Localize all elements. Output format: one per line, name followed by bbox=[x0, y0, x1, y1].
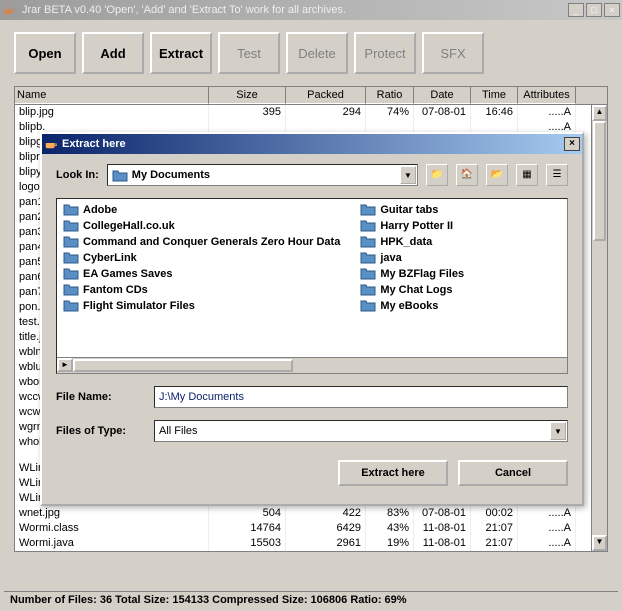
lookin-label: Look In: bbox=[56, 169, 99, 181]
chevron-down-icon[interactable]: ▼ bbox=[400, 166, 416, 184]
folder-item[interactable]: CyberLink bbox=[63, 251, 340, 264]
delete-button[interactable]: Delete bbox=[286, 32, 348, 74]
list-view-button[interactable]: ▦ bbox=[516, 164, 538, 186]
close-button[interactable]: × bbox=[604, 3, 620, 17]
folder-item[interactable]: Harry Potter II bbox=[360, 219, 464, 232]
folder-item[interactable]: CollegeHall.co.uk bbox=[63, 219, 340, 232]
sfx-button[interactable]: SFX bbox=[422, 32, 484, 74]
chevron-down-icon[interactable]: ▼ bbox=[550, 422, 566, 440]
java-icon bbox=[2, 2, 18, 18]
lookin-value: My Documents bbox=[132, 169, 210, 181]
col-name[interactable]: Name bbox=[15, 87, 209, 104]
open-button[interactable]: Open bbox=[14, 32, 76, 74]
filetype-combo[interactable]: All Files ▼ bbox=[154, 420, 568, 442]
folder-item[interactable]: My BZFlag Files bbox=[360, 267, 464, 280]
col-ratio[interactable]: Ratio bbox=[366, 87, 414, 104]
folder-item[interactable]: Adobe bbox=[63, 203, 340, 216]
lookin-combo[interactable]: My Documents ▼ bbox=[107, 164, 418, 186]
add-button[interactable]: Add bbox=[82, 32, 144, 74]
java-icon bbox=[44, 136, 58, 153]
extract-here-button[interactable]: Extract here bbox=[338, 460, 448, 486]
cancel-button[interactable]: Cancel bbox=[458, 460, 568, 486]
folder-item[interactable]: Guitar tabs bbox=[360, 203, 464, 216]
table-row[interactable]: Wormi.class14764642943%11-08-0121:07....… bbox=[15, 521, 591, 536]
maximize-button[interactable]: □ bbox=[586, 3, 602, 17]
col-date[interactable]: Date bbox=[414, 87, 471, 104]
minimize-button[interactable]: _ bbox=[568, 3, 584, 17]
folder-item[interactable]: My eBooks bbox=[360, 299, 464, 312]
main-titlebar: Jrar BETA v0.40 'Open', 'Add' and 'Extra… bbox=[0, 0, 622, 20]
table-row[interactable]: Wormi.java15503296119%11-08-0121:07.....… bbox=[15, 536, 591, 551]
horizontal-scrollbar[interactable]: ◄ ► bbox=[57, 357, 567, 373]
scroll-right-icon[interactable]: ► bbox=[57, 358, 73, 372]
scroll-down-icon[interactable]: ▼ bbox=[592, 535, 607, 551]
table-header: Name Size Packed Ratio Date Time Attribu… bbox=[15, 87, 607, 105]
status-bar: Number of Files: 36 Total Size: 154133 C… bbox=[4, 591, 618, 609]
vertical-scrollbar[interactable]: ▲ ▼ bbox=[591, 105, 607, 551]
col-attr[interactable]: Attributes bbox=[518, 87, 576, 104]
table-row[interactable]: wnet.jpg50442283%07-08-0100:02.....A bbox=[15, 506, 591, 521]
col-size[interactable]: Size bbox=[209, 87, 286, 104]
folder-item[interactable]: EA Games Saves bbox=[63, 267, 340, 280]
col-time[interactable]: Time bbox=[471, 87, 518, 104]
table-row[interactable]: blip.jpg39529474%07-08-0116:46.....A bbox=[15, 105, 607, 120]
folder-item[interactable]: Fantom CDs bbox=[63, 283, 340, 296]
new-folder-button[interactable]: 📂 bbox=[486, 164, 508, 186]
protect-button[interactable]: Protect bbox=[354, 32, 416, 74]
folder-icon bbox=[112, 169, 128, 182]
filename-label: File Name: bbox=[56, 391, 146, 403]
filetype-label: Files of Type: bbox=[56, 425, 146, 437]
filename-input[interactable] bbox=[154, 386, 568, 408]
extract-button[interactable]: Extract bbox=[150, 32, 212, 74]
filetype-value: All Files bbox=[159, 425, 198, 437]
file-browser[interactable]: Adobe CollegeHall.co.uk Command and Conque… bbox=[56, 198, 568, 374]
folder-item[interactable]: My Chat Logs bbox=[360, 283, 464, 296]
folder-item[interactable]: Flight Simulator Files bbox=[63, 299, 340, 312]
window-title: Jrar BETA v0.40 'Open', 'Add' and 'Extra… bbox=[22, 4, 568, 16]
toolbar: Open Add Extract Test Delete Protect SFX bbox=[0, 20, 622, 86]
test-button[interactable]: Test bbox=[218, 32, 280, 74]
dialog-close-button[interactable]: × bbox=[564, 137, 580, 151]
folder-item[interactable]: HPK_data bbox=[360, 235, 464, 248]
dialog-titlebar: Extract here × bbox=[42, 134, 582, 154]
up-folder-button[interactable]: 📁 bbox=[426, 164, 448, 186]
extract-dialog: Extract here × Look In: My Documents ▼ 📁… bbox=[40, 132, 584, 506]
home-button[interactable]: 🏠 bbox=[456, 164, 478, 186]
h-scroll-thumb[interactable] bbox=[73, 359, 293, 372]
scroll-thumb[interactable] bbox=[593, 121, 606, 241]
col-packed[interactable]: Packed bbox=[286, 87, 366, 104]
folder-item[interactable]: Command and Conquer Generals Zero Hour D… bbox=[63, 235, 340, 248]
detail-view-button[interactable]: ☰ bbox=[546, 164, 568, 186]
folder-item[interactable]: java bbox=[360, 251, 464, 264]
dialog-title: Extract here bbox=[62, 138, 564, 150]
scroll-up-icon[interactable]: ▲ bbox=[592, 105, 607, 121]
